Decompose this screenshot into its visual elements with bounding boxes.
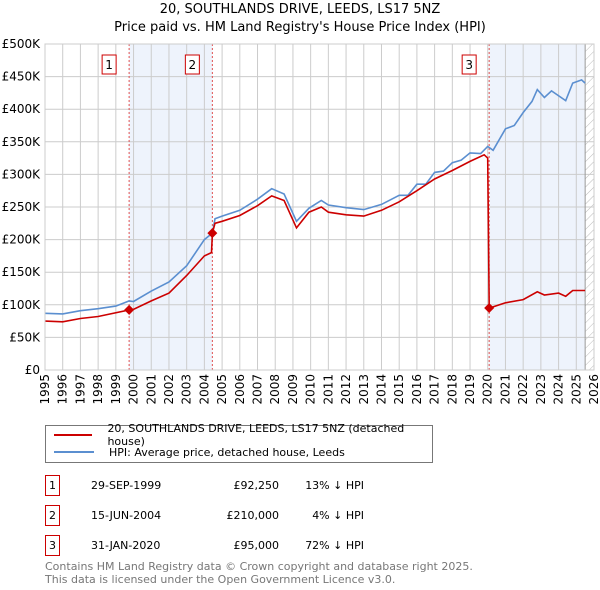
x-tick-label: 2019 xyxy=(463,374,477,405)
plot-border xyxy=(44,43,595,371)
sale-marker-badge: 3 xyxy=(45,535,60,556)
x-tick-label: 2016 xyxy=(410,374,424,405)
sale-row: 2 15-JUN-2004 £210,000 4% ↓ HPI xyxy=(45,505,445,527)
y-tick-label: £400K xyxy=(2,102,42,116)
sale-price: £95,000 xyxy=(233,539,280,552)
x-tick-label: 2011 xyxy=(321,374,335,405)
sale-date: 29-SEP-1999 xyxy=(91,479,162,492)
x-tick-label: 2005 xyxy=(215,374,229,405)
sale-hpi-diff: 4% ↓ HPI xyxy=(312,509,364,522)
sale-point xyxy=(124,304,135,315)
plot-area: 1995 1996 1997 1998 1999 2000 2001 2002 2003 2004… xyxy=(2,37,600,405)
legend-label: 20, SOUTHLANDS DRIVE, LEEDS, LS17 5NZ (d… xyxy=(107,422,405,448)
sale-label-box xyxy=(101,54,117,75)
x-tick-label: 1997 xyxy=(73,374,87,405)
sale-point xyxy=(207,228,218,239)
x-tick-label: 2010 xyxy=(304,374,318,405)
x-tick-label: 2002 xyxy=(162,374,176,405)
x-tick-label: 2025 xyxy=(569,374,583,405)
legend-item-hpi: HPI: Average price, detached house, Leed… xyxy=(54,444,345,460)
x-tick-label: 2017 xyxy=(428,374,442,405)
y-tick-label: £300K xyxy=(2,167,42,181)
sale-hpi-diff: 72% ↓ HPI xyxy=(305,539,364,552)
price-paid-line xyxy=(44,153,586,323)
y-tick-label: £500K xyxy=(2,37,42,51)
legend: 20, SOUTHLANDS DRIVE, LEEDS, LS17 5NZ (d… xyxy=(45,422,433,463)
y-tick-label: £350K xyxy=(2,135,42,149)
y-tick-label: £200K xyxy=(2,233,42,247)
x-tick-label: 2012 xyxy=(339,374,353,405)
sale-row: 3 31-JAN-2020 £95,000 72% ↓ HPI xyxy=(45,535,445,557)
x-tick-label: 2026 xyxy=(587,374,600,405)
x-tick-label: 1999 xyxy=(109,374,123,405)
sale-row: 1 29-SEP-1999 £92,250 13% ↓ HPI xyxy=(45,475,445,497)
sale-label: 3 xyxy=(465,58,473,72)
y-tick-label: £450K xyxy=(2,70,42,84)
x-tick-label: 2014 xyxy=(374,374,388,405)
y-tick-label: £0 xyxy=(25,363,40,377)
x-tick-label: 2008 xyxy=(268,374,282,405)
sale-marker-badge: 2 xyxy=(45,505,60,526)
x-tick-label: 2001 xyxy=(144,374,158,405)
x-tick-label: 2022 xyxy=(516,374,530,405)
sale-price: £92,250 xyxy=(233,479,280,492)
x-tick-label: 2006 xyxy=(233,374,247,405)
x-tick-label: 2007 xyxy=(251,374,265,405)
x-tick-label: 1995 xyxy=(38,374,52,405)
chart-title: 20, SOUTHLANDS DRIVE, LEEDS, LS17 5NZ xyxy=(159,2,441,17)
legend-label: HPI: Average price, detached house, Leed… xyxy=(109,445,345,459)
sale-label: 2 xyxy=(189,58,197,72)
x-tick-label: 2000 xyxy=(127,374,141,405)
legend-swatch-red xyxy=(54,434,93,436)
x-tick-label: 2004 xyxy=(197,374,211,405)
y-tick-label: £150K xyxy=(2,265,42,279)
y-tick-label: £100K xyxy=(2,298,42,312)
x-tick-label: 2013 xyxy=(357,374,371,405)
legend-swatch-blue xyxy=(54,451,94,453)
sale-date: 31-JAN-2020 xyxy=(91,539,161,552)
sale-price: £210,000 xyxy=(226,509,280,522)
x-tick-label: 2015 xyxy=(392,374,406,405)
sale-hpi-diff: 13% ↓ HPI xyxy=(305,479,364,492)
x-tick-label: 1998 xyxy=(91,374,105,405)
sale-point xyxy=(484,303,495,314)
x-tick-label: 1996 xyxy=(56,374,70,405)
legend-item-property: 20, SOUTHLANDS DRIVE, LEEDS, LS17 5NZ (d… xyxy=(54,422,432,448)
y-tick-label: £50K xyxy=(9,330,41,344)
x-tick-label: 2021 xyxy=(498,374,512,405)
sale-label-box xyxy=(184,54,200,75)
y-tick-label: £250K xyxy=(2,200,42,214)
x-tick-label: 2009 xyxy=(286,374,300,405)
sale-marker-badge: 1 xyxy=(45,475,60,496)
x-tick-label: 2023 xyxy=(534,374,548,405)
hpi-line xyxy=(44,78,586,315)
sale-label-box xyxy=(461,54,477,75)
sale-label: 1 xyxy=(105,58,113,72)
x-tick-label: 2003 xyxy=(180,374,194,405)
x-tick-label: 2024 xyxy=(552,374,566,405)
footer-copyright: Contains HM Land Registry data © Crown c… xyxy=(45,560,473,573)
x-tick-label: 2020 xyxy=(481,374,495,405)
chart-subtitle: Price paid vs. HM Land Registry's House … xyxy=(114,20,486,35)
x-tick-label: 2018 xyxy=(445,374,459,405)
sale-date: 15-JUN-2004 xyxy=(91,509,162,522)
footer-licence: This data is licensed under the Open Gov… xyxy=(45,573,396,586)
